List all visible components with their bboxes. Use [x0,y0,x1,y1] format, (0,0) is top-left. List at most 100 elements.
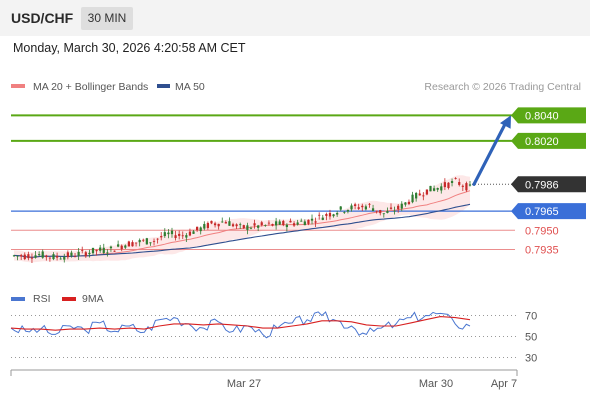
candle-body [77,251,80,256]
credit-label: Research © 2026 Trading Central [424,81,581,93]
candle-body [289,220,292,223]
candle-body [404,202,407,205]
candle-body [152,240,156,242]
candle-body [235,224,238,227]
ma50-line [13,203,471,258]
candle-body [239,224,242,226]
candle-body [163,232,166,237]
candle-body [217,223,220,227]
symbol-label: USD/CHF [11,10,74,26]
candle-body [242,225,245,229]
candle-body [257,225,260,228]
candle-body [124,245,127,248]
candle-body [393,210,396,212]
rsi-panel: 70 50 30 [10,311,537,365]
candle-body [178,233,181,236]
level-label-support: 0.7935 [525,244,559,256]
candle-body [328,212,332,217]
candle-body [174,235,177,239]
candle-body [185,235,188,238]
candle-body [138,239,141,243]
candle-body [12,255,16,257]
candle-body [292,223,296,226]
candle-body [88,252,91,255]
rsi-legend-swatch [11,297,25,301]
candle-body [332,214,335,217]
ma50-legend-label: MA 50 [175,81,205,93]
candle-body [45,255,48,258]
candle-body [113,250,116,252]
candle-body [447,182,450,189]
candle-body [418,193,421,196]
candle-body [203,223,206,229]
candle-body [318,214,321,216]
candle-body [59,258,62,260]
level-label-target: 0.8020 [525,136,559,148]
candle-body [267,222,271,224]
timeframe-button[interactable]: 30 MIN [81,7,133,30]
candle-body [196,226,199,231]
candle-body [285,224,288,228]
candle-body [145,238,148,245]
candle-body [325,213,328,216]
candle-body [389,207,393,209]
bollinger-band-area [14,175,470,263]
candle-body [461,185,464,187]
candle-body [368,203,371,205]
datetime-label: Monday, March 30, 2026 4:20:58 AM CET [13,41,246,55]
candle-body [102,247,105,253]
candle-body [303,221,306,226]
candle-body [422,195,425,197]
candle-body [91,247,95,254]
candle-body [149,242,152,244]
candle-body [109,246,113,249]
rsi-tick-label: 70 [525,311,537,323]
candle-body [38,254,41,256]
candle-body [134,242,138,244]
candle-body [23,254,26,260]
price-panel: 0.8040 0.8020 0.7986 0.7965 0.7950 0.7935 [11,107,586,263]
candle-body [55,256,59,258]
rsi-ma-legend-swatch [62,297,76,301]
candle-body [432,188,436,191]
candle-body [213,223,217,226]
candle-body [361,205,364,208]
candle-body [386,210,389,213]
candle-body [106,252,109,254]
candle-body [454,178,457,179]
candle-body [16,255,19,257]
candle-body [260,222,263,225]
ma20-legend-label: MA 20 + Bollinger Bands [33,81,148,93]
candle-body [300,220,303,222]
x-tick-label: Mar 30 [419,378,453,390]
candle-body [436,188,439,190]
x-tick-label: Apr 7 [491,378,517,390]
candle-body [321,217,324,220]
candle-body [27,254,30,259]
candle-body [228,221,231,226]
candle-body [95,250,98,252]
candle-body [48,257,52,259]
candle-body [249,227,253,229]
candle-body [246,225,249,230]
ma50-legend-swatch [157,84,170,88]
candle-body [231,224,235,227]
candle-body [407,201,411,205]
level-badge-target [511,132,586,149]
candle-body [271,224,274,226]
candle-body [350,205,353,210]
candle-body [465,183,468,191]
projection-arrow-head [500,115,511,129]
projection-arrow-shaft [472,118,509,186]
candle-body [274,221,278,226]
candle-body [411,194,414,203]
candle-body [468,184,472,186]
candle-body [99,247,102,251]
level-badge-current [511,176,586,193]
ma20-legend-swatch [11,84,25,88]
candle-body [81,250,84,251]
candle-body [160,236,163,238]
candle-body [375,210,378,212]
candle-body [170,230,174,235]
